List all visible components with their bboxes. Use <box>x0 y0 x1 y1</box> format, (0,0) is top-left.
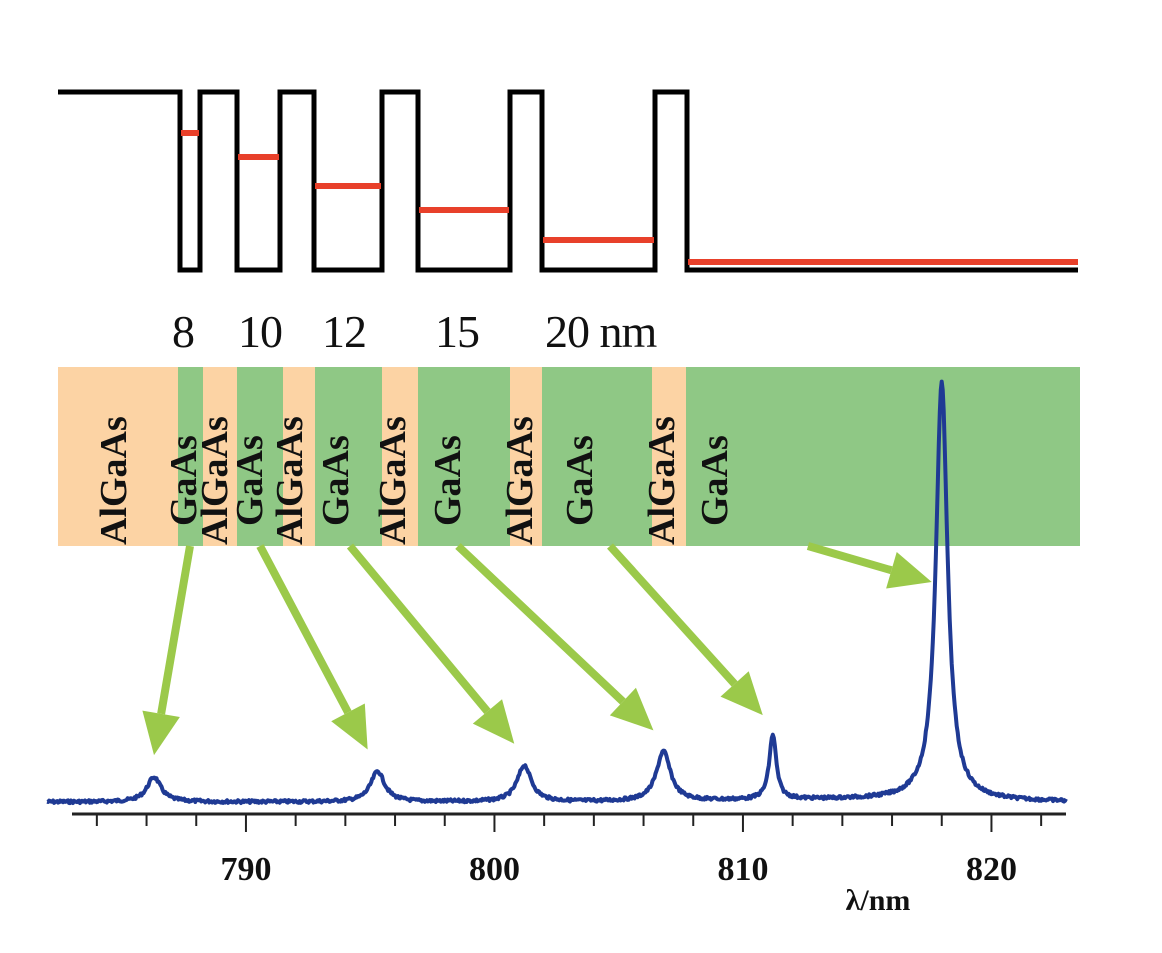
layer-barrier-4 <box>283 367 315 546</box>
layer-well-11 <box>686 367 1080 546</box>
arrow-shaft-0 <box>157 545 194 715</box>
wavelength-axis: 790 800 810 820 λ/nm <box>72 812 1066 917</box>
layer-label-3: GaAs <box>229 435 271 526</box>
layer-label-1: GaAs <box>163 435 205 526</box>
layer-label-4: AlGaAs <box>269 416 311 545</box>
arrow-shaft-1 <box>256 544 352 715</box>
well-width-label-15: 15 <box>435 306 480 357</box>
layer-label-5: GaAs <box>315 435 357 526</box>
well-width-label-10: 10 <box>238 306 283 357</box>
x-tick-label-820: 820 <box>966 851 1017 888</box>
layer-label-11: GaAs <box>694 435 736 526</box>
layer-barrier-8 <box>510 367 542 546</box>
layer-barrier-2 <box>203 367 237 546</box>
well-width-label-12: 12 <box>322 306 367 357</box>
layer-barrier-0 <box>58 367 178 546</box>
band-edge <box>58 89 1078 273</box>
x-tick-label-810: 810 <box>717 851 768 888</box>
layer-well-5 <box>315 367 382 546</box>
x-tick-label-800: 800 <box>469 851 520 888</box>
layer-well-1 <box>178 367 203 546</box>
arrow-shaft-5 <box>806 542 893 575</box>
x-tick-label-790: 790 <box>220 851 271 888</box>
arrow-head-0 <box>142 710 180 756</box>
layer-label-2: AlGaAs <box>194 416 236 545</box>
arrow-head-5 <box>886 552 932 589</box>
x-axis-title: λ/nm <box>846 884 911 917</box>
well-width-label-8: 8 <box>172 306 195 357</box>
layer-barrier-6 <box>382 367 418 546</box>
layer-label-0: AlGaAs <box>93 416 135 545</box>
well-width-label-20: 20 nm <box>545 306 657 357</box>
layer-label-7: GaAs <box>427 435 469 526</box>
spectrum-line <box>46 379 1068 806</box>
arrow-shaft-3 <box>455 543 626 705</box>
transition-arrows <box>142 542 932 756</box>
layer-label-6: AlGaAs <box>372 416 414 545</box>
arrow-head-4 <box>720 671 763 716</box>
arrow-head-1 <box>331 703 368 750</box>
arrow-head-2 <box>472 699 515 744</box>
arrow-shaft-4 <box>607 543 738 687</box>
layer-well-3 <box>237 367 283 546</box>
band-diagram <box>58 89 1078 273</box>
layer-label-9: GaAs <box>559 435 601 526</box>
layer-label-8: AlGaAs <box>499 416 541 545</box>
arrow-head-3 <box>609 687 654 731</box>
layer-well-7 <box>418 367 510 546</box>
pl-spectrum <box>46 379 1068 806</box>
layer-well-9 <box>542 367 652 546</box>
arrow-shaft-2 <box>346 543 491 714</box>
layer-barrier-10 <box>652 367 686 546</box>
layer-label-10: AlGaAs <box>641 416 683 545</box>
